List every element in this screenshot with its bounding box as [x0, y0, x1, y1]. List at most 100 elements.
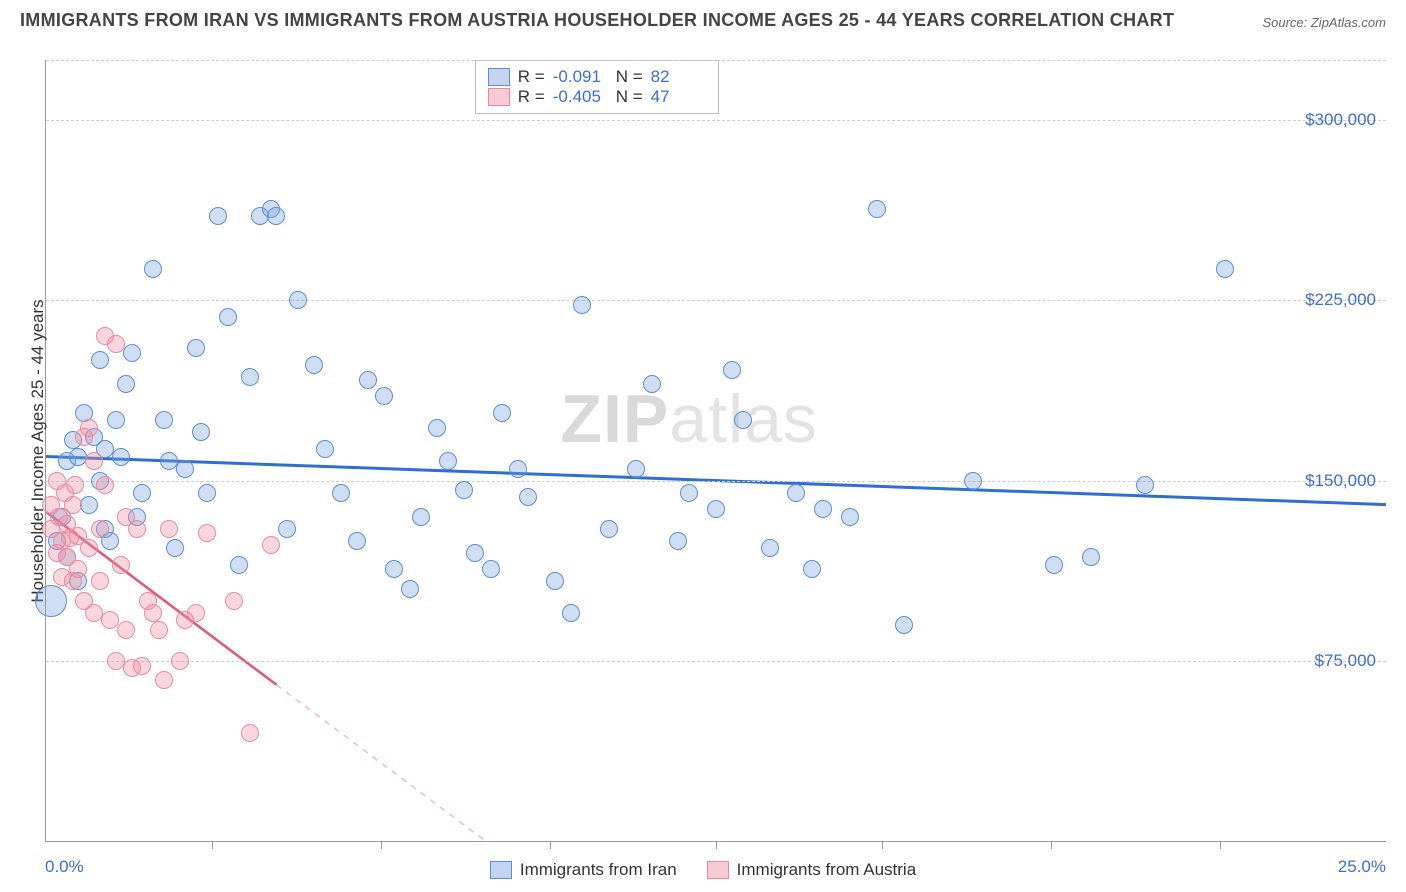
y-axis-title: Householder Income Ages 25 - 44 years — [28, 299, 48, 602]
data-point — [133, 657, 151, 675]
data-point — [91, 351, 109, 369]
data-point — [155, 671, 173, 689]
r-label: R = — [518, 67, 545, 87]
data-point — [198, 484, 216, 502]
swatch-blue-icon — [488, 68, 510, 86]
source-credit: Source: ZipAtlas.com — [1262, 15, 1386, 30]
data-point — [1216, 260, 1234, 278]
watermark: ZIPatlas — [560, 380, 817, 458]
data-point — [80, 419, 98, 437]
data-point — [669, 532, 687, 550]
x-tick — [716, 841, 717, 849]
data-point — [267, 207, 285, 225]
gridline-h — [46, 120, 1386, 121]
r-label: R = — [518, 87, 545, 107]
x-tick — [381, 841, 382, 849]
n-value: 82 — [651, 67, 706, 87]
data-point — [841, 508, 859, 526]
data-point — [482, 560, 500, 578]
data-point — [493, 404, 511, 422]
data-point — [241, 368, 259, 386]
data-point — [401, 580, 419, 598]
data-point — [348, 532, 366, 550]
data-point — [35, 585, 67, 617]
scatter-plot: Householder Income Ages 25 - 44 years ZI… — [45, 60, 1386, 842]
data-point — [573, 296, 591, 314]
stat-row: R = -0.405 N = 47 — [488, 87, 706, 107]
data-point — [155, 411, 173, 429]
data-point — [144, 260, 162, 278]
data-point — [96, 476, 114, 494]
data-point — [85, 452, 103, 470]
n-label: N = — [616, 87, 643, 107]
data-point — [166, 539, 184, 557]
data-point — [562, 604, 580, 622]
data-point — [219, 308, 237, 326]
data-point — [546, 572, 564, 590]
data-point — [80, 539, 98, 557]
data-point — [895, 616, 913, 634]
data-point — [112, 448, 130, 466]
data-point — [412, 508, 430, 526]
x-tick — [1051, 841, 1052, 849]
data-point — [192, 423, 210, 441]
data-point — [133, 484, 151, 502]
data-point — [375, 387, 393, 405]
data-point — [123, 344, 141, 362]
data-point — [91, 520, 109, 538]
data-point — [171, 652, 189, 670]
data-point — [150, 621, 168, 639]
data-point — [144, 604, 162, 622]
data-point — [466, 544, 484, 562]
gridline-h — [46, 661, 1386, 662]
source-prefix: Source: — [1262, 15, 1310, 30]
data-point — [1082, 548, 1100, 566]
n-label: N = — [616, 67, 643, 87]
data-point — [385, 560, 403, 578]
legend-label: Immigrants from Iran — [520, 860, 677, 880]
data-point — [305, 356, 323, 374]
data-point — [1045, 556, 1063, 574]
legend-item: Immigrants from Austria — [707, 860, 917, 880]
data-point — [112, 556, 130, 574]
data-point — [803, 560, 821, 578]
data-point — [600, 520, 618, 538]
data-point — [80, 496, 98, 514]
swatch-pink-icon — [488, 88, 510, 106]
series-legend: Immigrants from Iran Immigrants from Aus… — [0, 860, 1406, 880]
y-tick-label: $150,000 — [1305, 471, 1376, 491]
data-point — [262, 536, 280, 554]
data-point — [101, 611, 119, 629]
data-point — [627, 460, 645, 478]
data-point — [761, 539, 779, 557]
r-value: -0.091 — [553, 67, 608, 87]
data-point — [69, 560, 87, 578]
data-point — [278, 520, 296, 538]
data-point — [332, 484, 350, 502]
y-tick-label: $225,000 — [1305, 290, 1376, 310]
x-tick — [212, 841, 213, 849]
correlation-stats-box: R = -0.091 N = 82 R = -0.405 N = 47 — [475, 60, 719, 114]
data-point — [734, 411, 752, 429]
data-point — [439, 452, 457, 470]
data-point — [787, 484, 805, 502]
data-point — [680, 484, 698, 502]
gridline-h — [46, 300, 1386, 301]
data-point — [66, 476, 84, 494]
data-point — [814, 500, 832, 518]
chart-title: IMMIGRANTS FROM IRAN VS IMMIGRANTS FROM … — [20, 10, 1174, 31]
source-link[interactable]: ZipAtlas.com — [1311, 15, 1386, 30]
trend-line — [276, 685, 485, 841]
data-point — [117, 621, 135, 639]
legend-item: Immigrants from Iran — [490, 860, 677, 880]
data-point — [316, 440, 334, 458]
data-point — [64, 496, 82, 514]
data-point — [428, 419, 446, 437]
data-point — [230, 556, 248, 574]
data-point — [187, 604, 205, 622]
data-point — [91, 572, 109, 590]
data-point — [455, 481, 473, 499]
n-value: 47 — [651, 87, 706, 107]
y-tick-label: $300,000 — [1305, 110, 1376, 130]
data-point — [128, 520, 146, 538]
